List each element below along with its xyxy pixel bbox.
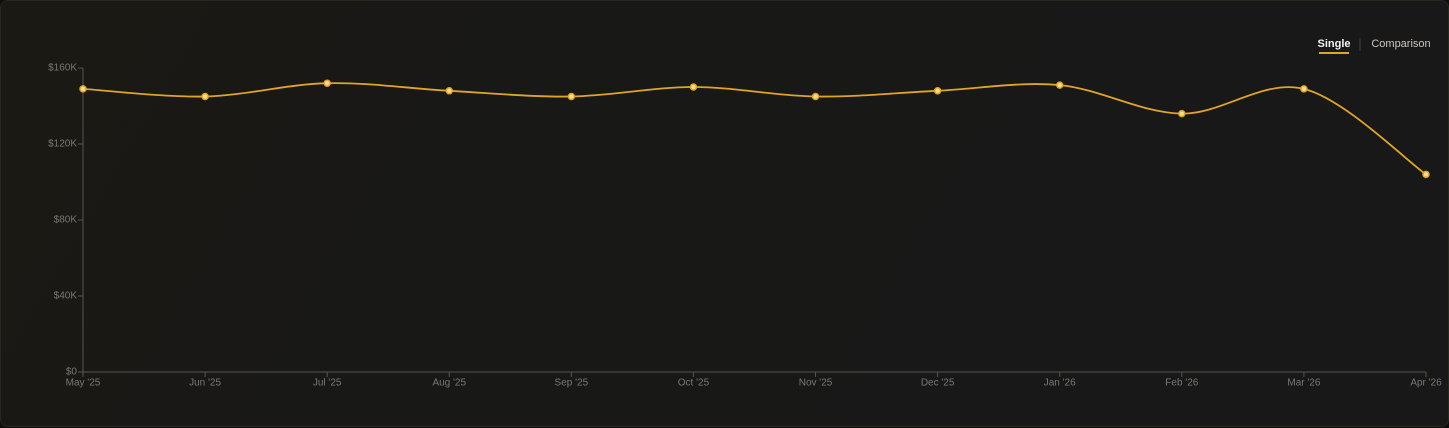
line xyxy=(82,82,1427,176)
point xyxy=(1300,85,1308,93)
x-tick-label: Sep '25 xyxy=(555,378,589,389)
point xyxy=(1055,81,1064,89)
x-tick-label: Nov '25 xyxy=(799,378,833,389)
y-tick-label: $80K xyxy=(54,215,78,226)
toggle-comparison[interactable]: Comparison xyxy=(1371,38,1430,50)
x-tick-label: Feb '26 xyxy=(1165,378,1198,389)
point xyxy=(1422,170,1430,179)
x-tick-label: Jun '25 xyxy=(189,378,221,389)
point xyxy=(79,85,87,93)
point xyxy=(933,87,942,95)
x-tick-label: Mar '26 xyxy=(1287,378,1320,389)
x-tick-label: Jan '26 xyxy=(1044,378,1076,389)
x-tick-label: May '25 xyxy=(66,378,101,389)
point xyxy=(811,92,820,101)
x-tick-label: Aug '25 xyxy=(432,378,466,389)
x-tick-label: Dec '25 xyxy=(921,378,955,389)
x-tick-label: Jul '25 xyxy=(313,378,342,389)
point xyxy=(689,83,698,91)
y-tick-label: $0 xyxy=(66,367,78,378)
point xyxy=(1178,109,1186,118)
point xyxy=(445,87,454,95)
x-tick-label: Oct '25 xyxy=(678,378,710,389)
x-tick-label: Apr '26 xyxy=(1410,378,1442,389)
point xyxy=(323,79,331,87)
point xyxy=(567,92,576,101)
toggle-single[interactable]: Single xyxy=(1317,38,1350,50)
y-tick-label: $40K xyxy=(54,291,78,302)
y-tick-label: $160K xyxy=(48,63,77,74)
point xyxy=(201,92,209,101)
y-tick-label: $120K xyxy=(48,139,77,150)
